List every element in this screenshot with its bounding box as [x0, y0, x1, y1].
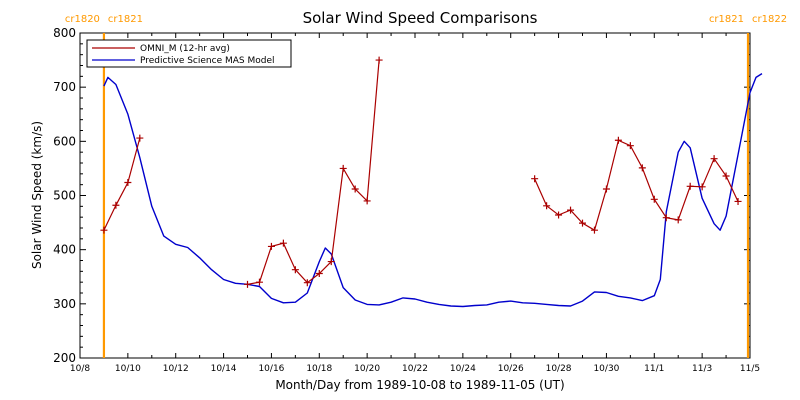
legend-box — [86, 39, 292, 68]
omni-data-point — [602, 185, 610, 193]
omni-data-point — [626, 142, 634, 150]
omni-data-point — [327, 258, 335, 266]
omni-data-point — [674, 216, 682, 224]
omni-data-point — [710, 155, 718, 163]
omni-data-point — [531, 175, 539, 183]
omni-data-point — [291, 266, 299, 274]
omni-data-point — [638, 164, 646, 172]
carrington-label-right: cr1822 — [752, 14, 787, 25]
data-series — [100, 56, 763, 308]
omni-data-point — [255, 278, 263, 286]
x-axis-title: Month/Day from 1989-10-08 to 1989-11-05 … — [275, 378, 564, 392]
omni-data-point — [100, 226, 108, 234]
omni-data-point — [567, 206, 575, 214]
omni-data-point — [614, 136, 622, 144]
y-tick-label: 500 — [53, 189, 76, 203]
y-tick-label: 600 — [53, 134, 76, 148]
y-tick-label: 700 — [53, 80, 76, 94]
omni-data-point — [734, 197, 742, 205]
carrington-label-left: cr1821 — [709, 14, 744, 25]
x-tick-label: 10/30 — [593, 364, 619, 374]
omni-data-point — [662, 214, 670, 222]
omni-data-point — [722, 172, 730, 180]
y-tick-label: 400 — [53, 243, 76, 257]
carrington-label-right: cr1821 — [108, 14, 143, 25]
omni-data-point — [698, 183, 706, 191]
legend-label-omni: OMNI_M (12-hr avg) — [140, 44, 230, 54]
x-tick-label: 10/16 — [258, 364, 284, 374]
y-tick-label: 300 — [53, 297, 76, 311]
series-line-omni — [103, 137, 141, 231]
x-tick-label: 10/26 — [498, 364, 524, 374]
omni-data-point — [363, 197, 371, 205]
y-tick-label: 200 — [53, 351, 76, 365]
x-tick-label: 10/14 — [211, 364, 237, 374]
x-tick-label: 11/1 — [644, 364, 664, 374]
x-tick-label: 10/12 — [163, 364, 189, 374]
tick-labels: 10/8 10/10 10/12 10/14 10/16 10/18 10/20 10/22 1… — [53, 26, 760, 374]
omni-data-point — [686, 182, 694, 190]
legend: OMNI_M (12-hr avg) Predictive Science MA… — [86, 39, 292, 68]
omni-data-point — [339, 164, 347, 172]
x-tick-label: 10/20 — [354, 364, 380, 374]
carrington-label-left: cr1820 — [65, 14, 100, 25]
omni-data-point — [543, 202, 551, 210]
x-tick-label: 10/10 — [115, 364, 141, 374]
omni-data-point — [579, 219, 586, 227]
omni-data-point — [279, 239, 287, 247]
omni-data-point — [315, 270, 323, 277]
x-tick-label: 10/18 — [306, 364, 332, 374]
omni-data-point — [112, 201, 120, 209]
omni-data-point — [136, 134, 144, 142]
chart-title: Solar Wind Speed Comparisons — [303, 9, 538, 27]
x-tick-label: 11/3 — [692, 364, 712, 374]
x-tick-label: 10/28 — [546, 364, 572, 374]
x-tick-label: 10/22 — [402, 364, 428, 374]
omni-data-point — [303, 279, 311, 287]
omni-data-point — [555, 211, 563, 219]
omni-data-point — [244, 280, 251, 288]
plot-frame — [79, 32, 751, 359]
omni-data-point — [267, 242, 275, 250]
x-tick-label: 10/8 — [70, 364, 90, 374]
x-tick-label: 10/24 — [450, 364, 476, 374]
omni-data-point — [351, 185, 359, 193]
series-line-omni — [534, 139, 739, 232]
omni-data-point — [124, 179, 132, 186]
axes — [79, 32, 751, 359]
y-tick-label: 800 — [53, 26, 76, 40]
series-line-omni — [247, 60, 380, 285]
series-line-mas-model — [103, 73, 763, 308]
omni-data-point — [650, 195, 658, 203]
omni-data-point — [590, 226, 598, 234]
legend-label-mas: Predictive Science MAS Model — [140, 56, 275, 66]
omni-data-point — [375, 56, 383, 64]
carrington-markers: cr1820 cr1821 cr1821 cr1822 — [65, 14, 787, 358]
y-axis-title: Solar Wind Speed (km/s) — [30, 121, 44, 269]
x-tick-label: 11/5 — [740, 364, 760, 374]
